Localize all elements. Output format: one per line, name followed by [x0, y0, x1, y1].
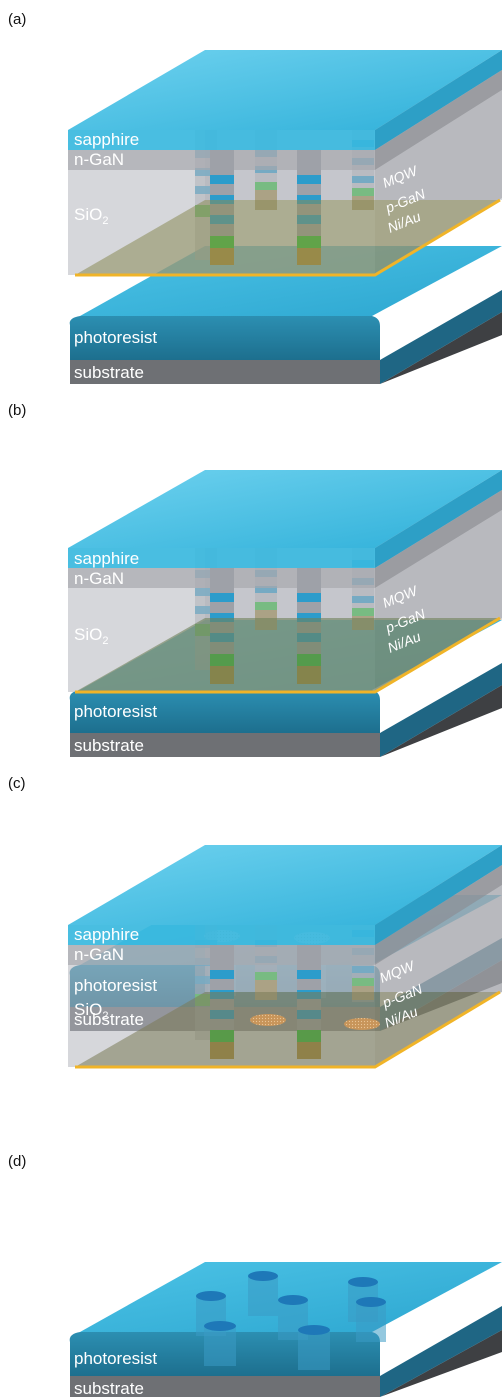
ngan-label: n-GaN: [74, 569, 124, 588]
niau-layer: [75, 200, 500, 275]
substrate-front: [70, 360, 380, 384]
photoresist-well: [204, 1321, 236, 1366]
sapphire-label: sapphire: [74, 925, 139, 944]
niau-layer: [75, 992, 500, 1067]
sio2-label: SiO2: [74, 205, 108, 227]
photoresist-side: [380, 1306, 502, 1397]
ngan-label: n-GaN: [74, 150, 124, 169]
photoresist-well: [356, 1297, 386, 1342]
photoresist-front: [69, 690, 380, 733]
sapphire-front: [68, 548, 375, 568]
niau-layer: [75, 618, 500, 692]
sio2-label: SiO2: [74, 625, 108, 647]
photoresist-label: photoresist: [74, 1349, 157, 1368]
sapphire-top: [68, 470, 502, 548]
panel-b: (b): [8, 402, 502, 757]
sapphire-side: [375, 50, 502, 150]
panel-c: (c): [8, 775, 502, 1069]
substrate-front: [70, 1376, 380, 1397]
sapphire-front: [68, 925, 375, 945]
photoresist-label: photoresist: [74, 328, 157, 347]
niau-edge: [75, 616, 501, 694]
sapphire-side: [375, 845, 502, 945]
sapphire-label: sapphire: [74, 130, 139, 149]
panel-label: (a): [8, 11, 26, 28]
sapphire-label: sapphire: [74, 549, 139, 568]
niau-edge: [75, 990, 501, 1069]
photoresist-well: [248, 1271, 278, 1316]
ngan-label: n-GaN: [74, 945, 124, 964]
substrate-stack: [69, 1262, 502, 1397]
led-stack: [68, 470, 502, 694]
photoresist-label: photoresist: [74, 702, 157, 721]
photoresist-well: [298, 1325, 330, 1370]
panel-a: (a): [8, 11, 502, 384]
panel-label: (b): [8, 402, 26, 419]
substrate-front: [70, 733, 380, 757]
photoresist-side: [380, 290, 502, 384]
ngan-side: [375, 490, 502, 588]
sapphire-side: [375, 470, 502, 568]
sio2-label: SiO2: [74, 1000, 108, 1022]
substrate-label: substrate: [74, 363, 144, 382]
substrate-label: substrate: [74, 1379, 144, 1398]
contact-pad: [344, 1018, 380, 1030]
substrate-label: substrate: [74, 736, 144, 755]
sapphire-front: [68, 130, 375, 150]
photoresist-front: [69, 316, 380, 360]
panel-d: (d): [8, 1153, 502, 1398]
contact-pad: [250, 1014, 286, 1026]
panel-label: (c): [8, 775, 26, 792]
ngan-side: [375, 70, 502, 170]
ngan-side: [375, 865, 502, 965]
sapphire-top: [68, 845, 502, 925]
photoresist-side: [380, 663, 502, 757]
photoresist-label: photoresist: [74, 976, 157, 995]
panel-label: (d): [8, 1153, 26, 1170]
led-stack: [68, 845, 502, 1069]
led-stack: [68, 50, 502, 277]
sapphire-top: [68, 50, 502, 130]
niau-edge: [75, 198, 501, 277]
photoresist-well: [348, 1277, 378, 1322]
substrate-label: substrate: [74, 1010, 144, 1029]
